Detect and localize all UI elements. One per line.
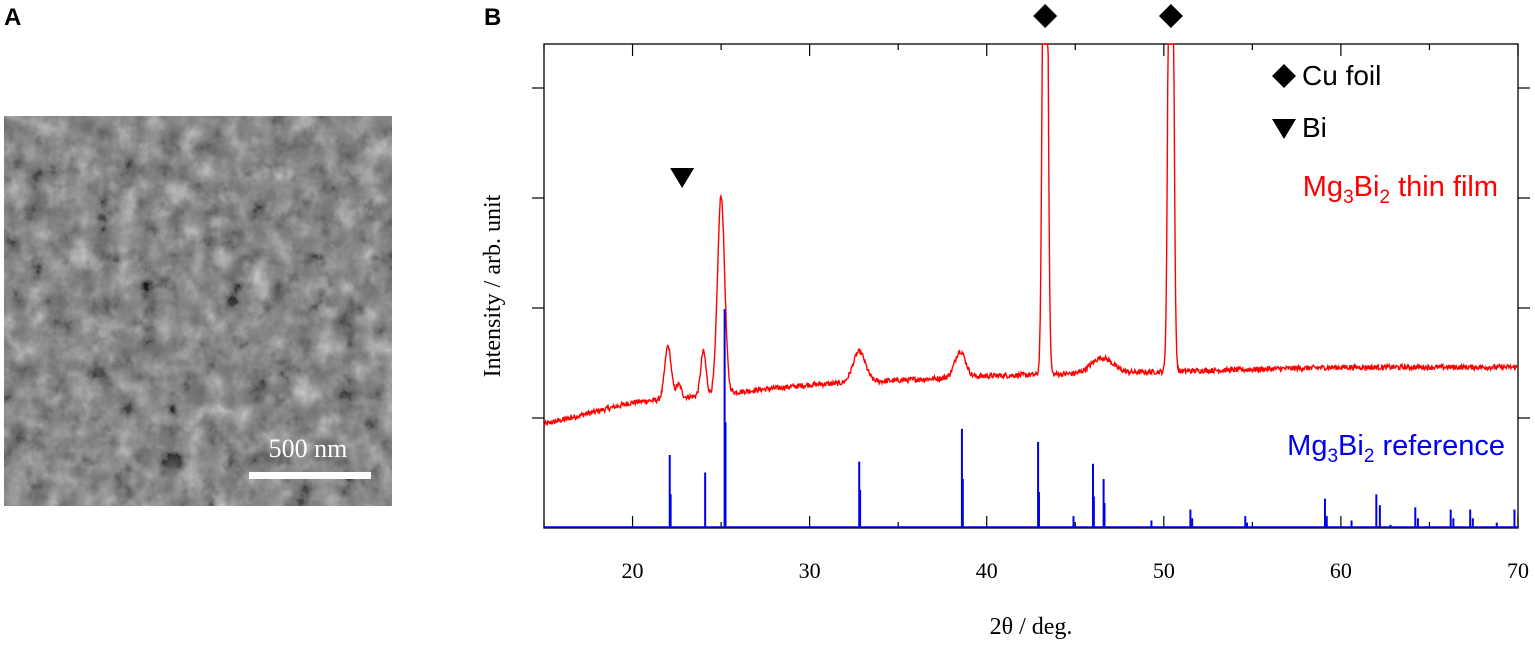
cu-foil-peak-marker-icon [1158,4,1183,28]
peak-markers [670,4,1183,188]
y-axis-title: Intensity / arb. unit [480,194,506,377]
scale-bar-label: 500 nm [269,434,348,463]
legend-label-cu-foil: Cu foil [1302,60,1381,91]
x-tick-label: 20 [622,558,644,583]
legend-diamond-icon [1272,64,1296,88]
x-axis-title: 2θ / deg. [990,614,1073,640]
legend-triangle-down-icon [1272,119,1296,139]
legend: Cu foil Bi [1272,60,1381,143]
sem-micrograph: 500 nm [4,116,392,506]
x-tick-label: 40 [976,558,998,583]
reference-series [668,309,1516,527]
bi-peak-marker-icon [670,168,695,188]
plot-frame [543,43,1519,529]
panel-b-label: B [484,4,502,31]
reference-series-label: Mg3Bi2 reference [1287,430,1505,467]
x-tick-label: 70 [1507,558,1529,583]
panel-a-label: A [4,4,22,31]
legend-label-bi: Bi [1302,112,1327,143]
thin-film-series [543,43,1519,428]
thin-film-series-label: Mg3Bi2 thin film [1303,171,1498,208]
scale-bar [249,472,371,479]
x-tick-label: 50 [1153,558,1175,583]
axis-ticks [532,44,1530,528]
x-tick-label: 30 [799,558,821,583]
cu-foil-peak-marker-icon [1033,4,1058,28]
x-tick-labels: 20 30 40 50 60 70 [622,558,1529,583]
x-tick-label: 60 [1330,558,1352,583]
